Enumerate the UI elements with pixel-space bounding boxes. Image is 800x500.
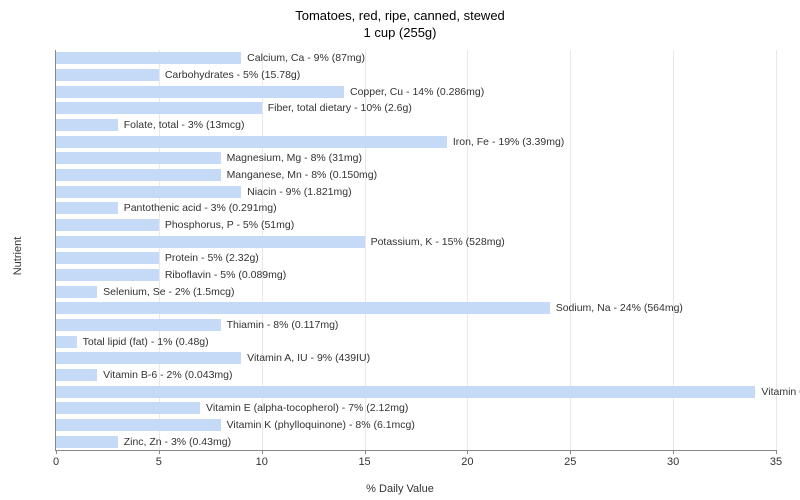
x-tick-mark	[467, 450, 468, 454]
nutrient-bar	[56, 352, 241, 364]
nutrient-bar	[56, 136, 447, 148]
x-tick-label: 20	[461, 456, 473, 468]
nutrient-bar	[56, 52, 241, 64]
nutrient-bar-label: Vitamin K (phylloquinone) - 8% (6.1mcg)	[227, 419, 415, 431]
x-axis-label: % Daily Value	[366, 483, 434, 495]
nutrient-bar-label: Vitamin E (alpha-tocopherol) - 7% (2.12m…	[206, 402, 408, 414]
x-tick-label: 5	[156, 456, 162, 468]
x-tick-mark	[159, 450, 160, 454]
x-tick-mark	[365, 450, 366, 454]
nutrient-bar-label: Carbohydrates - 5% (15.78g)	[165, 69, 300, 81]
nutrient-bar	[56, 386, 755, 398]
nutrient-bar	[56, 69, 159, 81]
nutrient-bar-label: Pantothenic acid - 3% (0.291mg)	[124, 202, 277, 214]
y-axis-label: Nutrient	[12, 237, 24, 276]
nutrient-bar-label: Manganese, Mn - 8% (0.150mg)	[227, 169, 378, 181]
x-tick-label: 35	[770, 456, 782, 468]
nutrient-bar-label: Niacin - 9% (1.821mg)	[247, 186, 351, 198]
nutrient-bar	[56, 102, 262, 114]
nutrient-bar	[56, 252, 159, 264]
nutrient-bar-label: Selenium, Se - 2% (1.5mcg)	[103, 286, 234, 298]
nutrient-bar	[56, 419, 221, 431]
x-tick-mark	[776, 450, 777, 454]
nutrient-bar	[56, 152, 221, 164]
nutrient-bar-label: Sodium, Na - 24% (564mg)	[556, 302, 683, 314]
x-tick-label: 25	[564, 456, 576, 468]
nutrient-bar	[56, 286, 97, 298]
nutrient-bar-label: Thiamin - 8% (0.117mg)	[227, 319, 339, 331]
nutrient-bar-label: Iron, Fe - 19% (3.39mg)	[453, 136, 564, 148]
x-tick-mark	[262, 450, 263, 454]
nutrient-bar	[56, 319, 221, 331]
nutrient-bar-label: Potassium, K - 15% (528mg)	[371, 236, 505, 248]
nutrient-bar-label: Vitamin C, total ascorbic acid - 34% (20…	[761, 386, 800, 398]
nutrient-bar-label: Folate, total - 3% (13mcg)	[124, 119, 245, 131]
nutrient-bar	[56, 219, 159, 231]
nutrient-bar	[56, 236, 365, 248]
nutrient-bar	[56, 86, 344, 98]
plot-area: 05101520253035Calcium, Ca - 9% (87mg)Car…	[55, 50, 776, 451]
title-line-1: Tomatoes, red, ripe, canned, stewed	[0, 8, 800, 25]
x-tick-label: 15	[358, 456, 370, 468]
nutrient-bar	[56, 402, 200, 414]
x-tick-label: 30	[667, 456, 679, 468]
nutrient-bar-label: Total lipid (fat) - 1% (0.48g)	[83, 336, 209, 348]
nutrient-bar-label: Zinc, Zn - 3% (0.43mg)	[124, 436, 231, 448]
nutrient-bar-label: Copper, Cu - 14% (0.286mg)	[350, 86, 484, 98]
title-line-2: 1 cup (255g)	[0, 25, 800, 42]
nutrient-bar-label: Vitamin B-6 - 2% (0.043mg)	[103, 369, 232, 381]
nutrient-bar	[56, 119, 118, 131]
nutrient-bar	[56, 436, 118, 448]
nutrient-bar	[56, 369, 97, 381]
nutrient-bar	[56, 169, 221, 181]
nutrient-bar	[56, 269, 159, 281]
nutrient-bar-label: Riboflavin - 5% (0.089mg)	[165, 269, 286, 281]
nutrient-bar	[56, 202, 118, 214]
nutrient-bar-label: Calcium, Ca - 9% (87mg)	[247, 52, 365, 64]
nutrient-bar-label: Vitamin A, IU - 9% (439IU)	[247, 352, 370, 364]
x-tick-mark	[56, 450, 57, 454]
nutrient-bar-label: Fiber, total dietary - 10% (2.6g)	[268, 102, 412, 114]
nutrient-bar-label: Phosphorus, P - 5% (51mg)	[165, 219, 294, 231]
nutrient-bar	[56, 186, 241, 198]
x-tick-mark	[673, 450, 674, 454]
x-tick-mark	[570, 450, 571, 454]
nutrient-bar-label: Protein - 5% (2.32g)	[165, 252, 259, 264]
nutrient-bar-label: Magnesium, Mg - 8% (31mg)	[227, 152, 362, 164]
nutrient-chart: Tomatoes, red, ripe, canned, stewed 1 cu…	[0, 0, 800, 500]
x-tick-label: 0	[53, 456, 59, 468]
nutrient-bar	[56, 336, 77, 348]
chart-title: Tomatoes, red, ripe, canned, stewed 1 cu…	[0, 0, 800, 42]
nutrient-bar	[56, 302, 550, 314]
x-tick-label: 10	[256, 456, 268, 468]
